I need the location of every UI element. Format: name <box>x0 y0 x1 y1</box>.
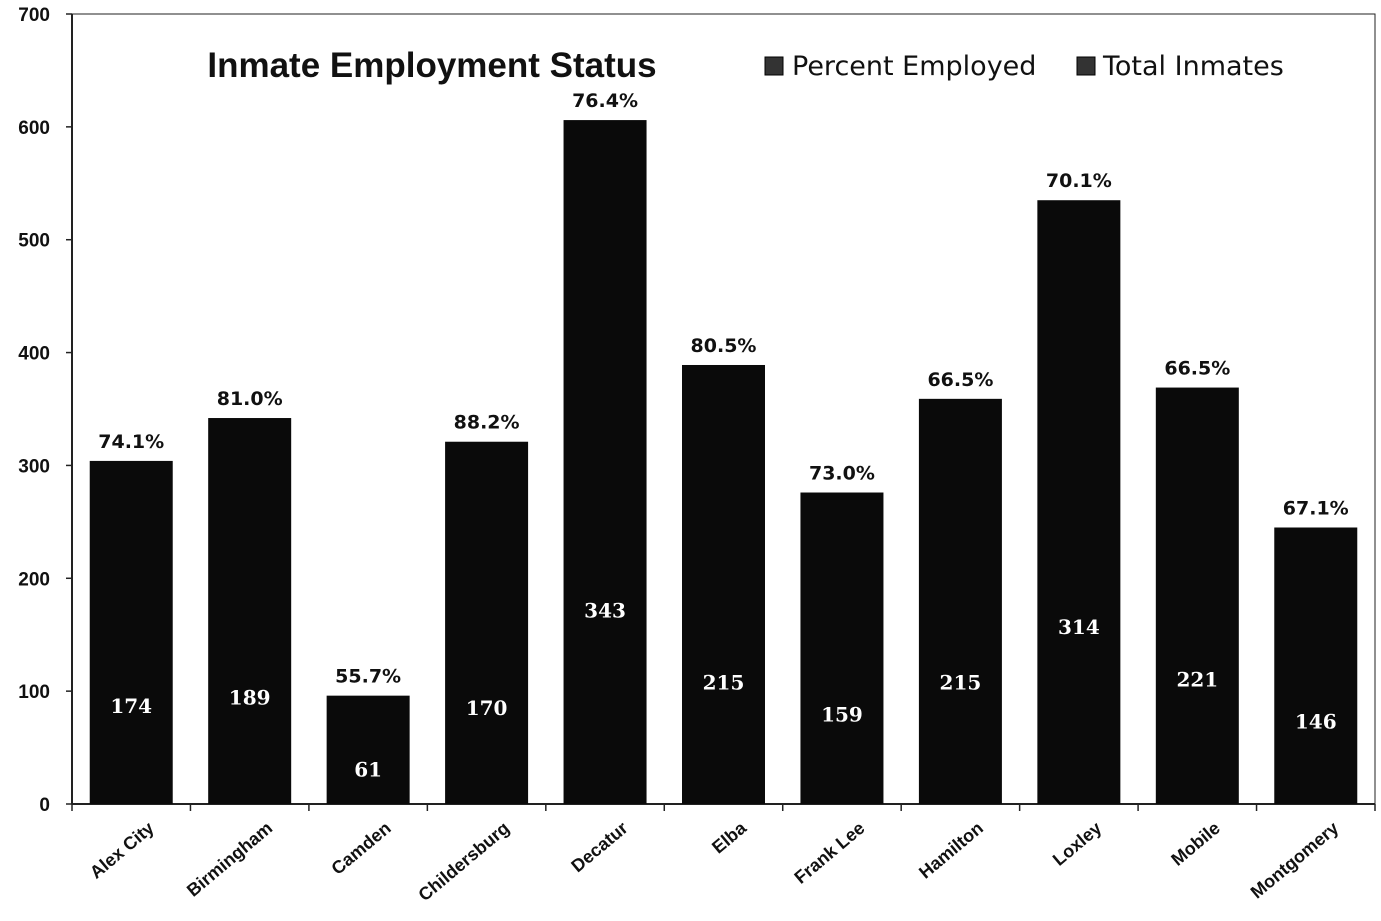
percent-employed-label: 74.1% <box>98 431 164 453</box>
y-tick-label: 100 <box>18 682 50 703</box>
percent-employed-label: 55.7% <box>335 666 401 688</box>
chart-title: Inmate Employment Status <box>207 46 656 85</box>
percent-employed-label: 66.5% <box>1164 358 1230 380</box>
x-category-label: Loxley <box>1049 818 1106 870</box>
y-tick-label: 300 <box>18 456 50 477</box>
y-tick-label: 600 <box>18 118 50 139</box>
employed-count-label: 170 <box>466 696 508 720</box>
employed-count-label: 189 <box>229 685 271 709</box>
x-category-label: Decatur <box>567 818 631 876</box>
legend-label-total-inmates: Total Inmates <box>1102 51 1284 82</box>
percent-employed-label: 70.1% <box>1046 170 1112 192</box>
y-tick-label: 500 <box>18 231 50 252</box>
bar-total-inmates <box>89 460 173 804</box>
y-tick-label: 700 <box>18 5 50 26</box>
percent-employed-label: 73.0% <box>809 463 875 485</box>
employed-count-label: 343 <box>584 598 626 622</box>
percent-employed-label: 88.2% <box>454 412 520 434</box>
bar-total-inmates <box>1155 387 1239 804</box>
x-category-label: Frank Lee <box>791 818 869 888</box>
x-category-label: Mobile <box>1167 818 1224 870</box>
x-category-label: Hamilton <box>915 818 987 883</box>
x-category-label: Alex City <box>86 818 158 883</box>
bar-total-inmates <box>563 120 647 805</box>
employed-count-label: 314 <box>1058 615 1100 639</box>
percent-employed-label: 66.5% <box>927 369 993 391</box>
percent-employed-label: 81.0% <box>217 388 283 410</box>
legend: Percent Employed Total Inmates <box>764 51 1284 82</box>
bar-total-inmates <box>800 492 884 804</box>
employed-count-label: 215 <box>703 671 745 695</box>
bar-total-inmates <box>208 418 292 804</box>
percent-employed-label: 76.4% <box>572 90 638 112</box>
employed-count-label: 146 <box>1295 710 1337 734</box>
employed-count-label: 221 <box>1176 667 1218 691</box>
bar-total-inmates <box>445 441 529 804</box>
x-category-label: Montgomery <box>1247 818 1343 903</box>
y-tick-label: 0 <box>39 795 50 816</box>
data-labels: 74.1% 174 81.0% 189 55.7% 61 88.2% 170 76.4% 343 8… <box>98 90 1348 781</box>
employed-count-label: 159 <box>821 702 863 726</box>
x-category-label: Birmingham <box>183 818 276 901</box>
x-category-label: Elba <box>708 817 751 857</box>
percent-employed-label: 67.1% <box>1283 498 1349 520</box>
bar-total-inmates <box>1037 200 1121 804</box>
employed-count-label: 215 <box>940 671 982 695</box>
employed-count-label: 61 <box>354 758 382 782</box>
legend-label-percent-employed: Percent Employed <box>792 51 1036 82</box>
employed-count-label: 174 <box>110 694 152 718</box>
legend-swatch-percent-employed <box>764 56 784 76</box>
bar-total-inmates <box>1274 527 1358 804</box>
x-category-label: Camden <box>327 818 394 879</box>
bar-total-inmates <box>918 398 1002 804</box>
percent-employed-label: 80.5% <box>691 335 757 357</box>
y-tick-label: 200 <box>18 569 50 590</box>
y-tick-label: 400 <box>18 344 50 365</box>
bar-total-inmates <box>682 364 765 804</box>
x-category-label: Childersburg <box>414 818 513 905</box>
bars <box>89 120 1358 805</box>
bar-total-inmates <box>326 695 410 804</box>
legend-swatch-total-inmates <box>1076 56 1096 76</box>
